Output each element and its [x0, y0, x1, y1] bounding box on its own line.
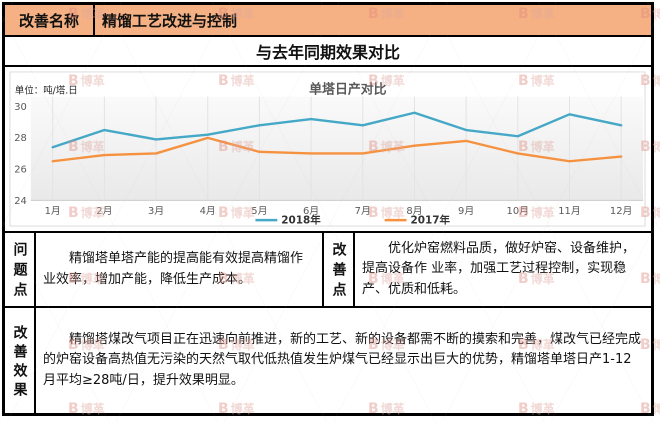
problem-text-cell: 精馏塔单塔产能的提高能有效提高精馏作业效率，增加产能，降低生产成本。 [36, 233, 324, 306]
series-line-2018年 [51, 111, 623, 149]
x-axis-tick: 2月 [96, 205, 112, 217]
legend-label: 2018年 [281, 214, 321, 227]
legend-label: 2017年 [410, 214, 450, 227]
section-title: 与去年同期效果对比 [5, 37, 651, 67]
x-axis-tick: 10月 [507, 205, 530, 217]
x-axis-tick: 7月 [355, 205, 371, 217]
problem-label: 问题点 [5, 233, 36, 306]
y-axis-tick: 28 [14, 133, 27, 144]
y-axis-tick: 26 [14, 165, 27, 176]
x-axis-tick: 3月 [148, 205, 164, 217]
x-axis-tick: 1月 [45, 205, 61, 217]
y-axis-tick: 24 [14, 196, 27, 207]
improvement-name-label: 改善名称 [5, 5, 95, 35]
improvement-label: 改善点 [324, 233, 355, 306]
x-axis-tick: 6月 [303, 205, 319, 217]
plot-area [30, 96, 644, 201]
chart-title: 单塔日产对比 [309, 82, 387, 98]
chart-unit-label: 单位：吨/塔.日 [15, 85, 78, 97]
improvement-name-value: 精馏工艺改进与控制 [95, 5, 651, 35]
comparison-chart-cell: 1月 2月 3月 4月 5月 6月 7月 8月 9月 10月 11月 12月 30 28 26 24 单塔日产对… [5, 67, 651, 233]
improvement-text: 优化炉窑燃料品质，做好炉窑、设备维护，提高设备作 业率，加强工艺过程控制，实现稳… [362, 241, 636, 297]
effect-row: 改善效果 精馏塔煤改气项目正在迅速向前推进，新的工艺、新的设备都需不断的摸索和完… [5, 308, 651, 413]
problem-text: 精馏塔单塔产能的提高能有效提高精馏作业效率，增加产能，降低生产成本。 [43, 251, 304, 287]
improvement-text-cell: 优化炉窑燃料品质，做好炉窑、设备维护，提高设备作 业率，加强工艺过程控制，实现稳… [355, 233, 651, 306]
x-axis-tick: 11月 [558, 205, 581, 217]
effect-text: 精馏塔煤改气项目正在迅速向前推进，新的工艺、新的设备都需不断的摸索和完善，煤改气… [43, 332, 642, 388]
effect-label: 改善效果 [5, 308, 36, 413]
effect-text-cell: 精馏塔煤改气项目正在迅速向前推进，新的工艺、新的设备都需不断的摸索和完善，煤改气… [36, 308, 651, 413]
x-axis-tick: 8月 [406, 205, 422, 217]
x-axis-tick: 9月 [458, 205, 474, 217]
comparison-line-chart: 1月 2月 3月 4月 5月 6月 7月 8月 9月 10月 11月 12月 30 28 26 24 单塔日产对… [9, 71, 646, 227]
points-row: 问题点 精馏塔单塔产能的提高能有效提高精馏作业效率，增加产能，降低生产成本。 改… [5, 233, 651, 308]
header-row: 改善名称 精馏工艺改进与控制 [5, 5, 651, 37]
x-axis-tick: 4月 [200, 205, 216, 217]
y-axis-tick: 30 [14, 102, 27, 113]
series-line-2017年 [51, 136, 623, 163]
x-axis-tick: 5月 [251, 205, 267, 217]
report-table: 改善名称 精馏工艺改进与控制 与去年同期效果对比 1月 2月 3月 4月 5月 6月 7月 8… [2, 2, 654, 416]
x-axis-tick: 12月 [610, 205, 633, 217]
chart-border [9, 71, 646, 227]
